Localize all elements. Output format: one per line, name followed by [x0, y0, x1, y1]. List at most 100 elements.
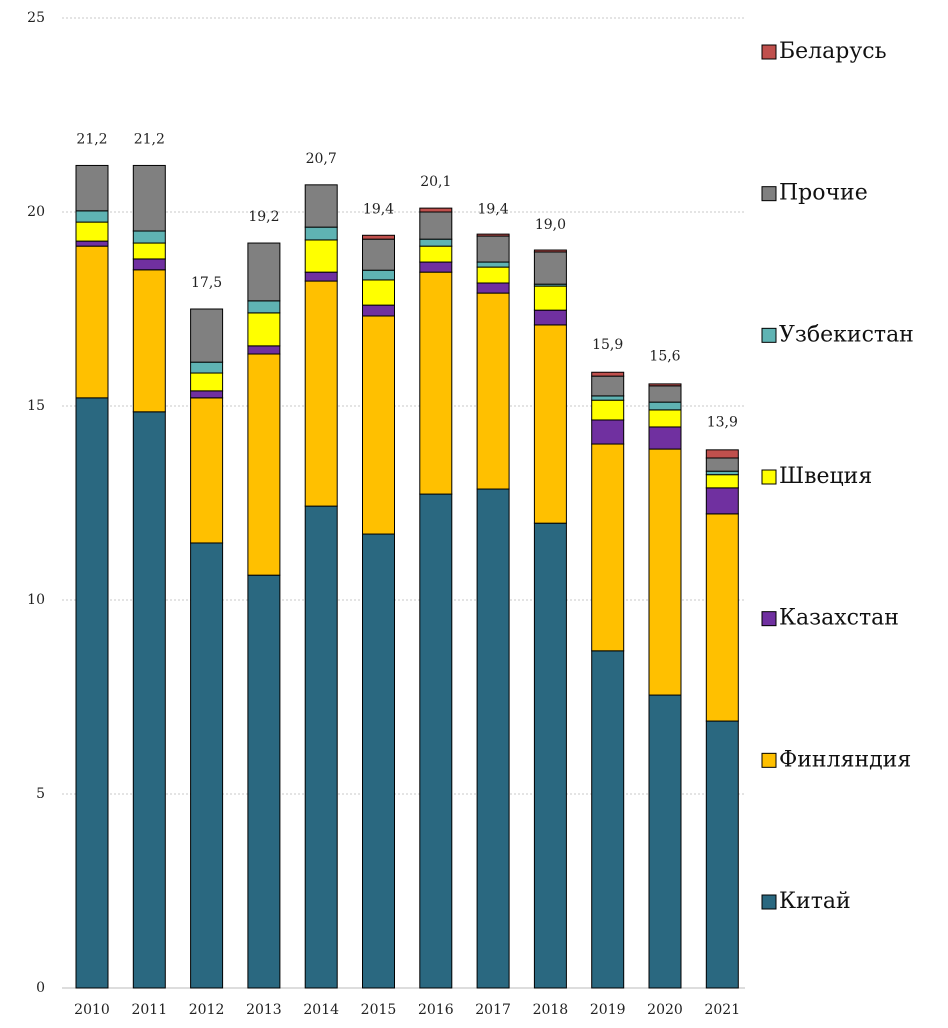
bar-segment [362, 269, 395, 281]
y-tick-label: 25 [27, 10, 45, 26]
bar-segment [533, 324, 567, 524]
bar-segment [648, 401, 682, 411]
bar-segment [648, 385, 682, 403]
bar-segment [533, 522, 567, 989]
legend-label: Казахстан [779, 606, 899, 631]
total-label: 15,6 [649, 349, 680, 365]
bar-segment [190, 372, 224, 392]
legend-swatch [761, 44, 777, 60]
legend-swatch [761, 327, 777, 343]
bar-segment [648, 426, 682, 450]
bar-segment [419, 261, 453, 273]
bar-segment [648, 383, 682, 387]
bar-segment [304, 184, 338, 228]
bar-segment [476, 233, 510, 237]
bar-segment [591, 399, 625, 421]
bar-segment [75, 240, 109, 247]
bar-segment [591, 395, 625, 401]
bar-segment [648, 409, 682, 428]
bar-segment [304, 271, 338, 282]
bar-segment [190, 390, 224, 399]
bar-segment [132, 242, 166, 260]
bar-segment [591, 443, 625, 652]
bar-segment [247, 312, 281, 347]
bar-segment [419, 493, 453, 989]
x-tick-label: 2018 [533, 1002, 569, 1018]
total-label: 20,1 [420, 174, 451, 190]
bar-segment [132, 230, 166, 244]
bar-segment [533, 249, 567, 253]
bar-segment [476, 266, 510, 284]
bar-segment [247, 345, 281, 355]
x-tick-label: 2021 [704, 1002, 740, 1018]
bar-segment [75, 164, 109, 212]
total-label: 19,4 [363, 201, 394, 217]
x-tick-label: 2019 [590, 1002, 626, 1018]
x-tick-label: 2015 [361, 1002, 397, 1018]
bar-segment [362, 238, 395, 271]
legend-label: Китай [779, 889, 851, 914]
total-label: 19,0 [535, 217, 566, 233]
x-tick-label: 2013 [246, 1002, 282, 1018]
legend-swatch [761, 186, 777, 202]
bar-segment [247, 242, 281, 302]
bar-segment [591, 650, 625, 989]
bar-segment [247, 353, 281, 576]
bar-segment [190, 361, 224, 374]
legend-label: Прочие [779, 181, 868, 206]
bar-segment [304, 280, 338, 507]
total-label: 21,2 [134, 131, 165, 147]
bar-segment [476, 282, 510, 294]
bar-segment [705, 487, 739, 515]
x-tick-label: 2010 [74, 1002, 110, 1018]
legend-label: Швеция [779, 464, 872, 489]
bar-segment [591, 419, 625, 445]
bar-segment [304, 505, 338, 989]
total-label: 19,2 [248, 209, 279, 225]
x-tick-label: 2012 [189, 1002, 225, 1018]
bar-segment [247, 574, 281, 989]
bar-segment [648, 448, 682, 696]
x-tick-label: 2020 [647, 1002, 683, 1018]
bar-segment [705, 474, 739, 489]
bar-segment [705, 513, 739, 722]
bar-segment [591, 375, 625, 397]
total-label: 13,9 [707, 415, 738, 431]
bar-segment [75, 397, 109, 989]
bar-segment [705, 457, 739, 472]
x-tick-label: 2016 [418, 1002, 454, 1018]
bar-segment [190, 308, 224, 363]
bar-segment [648, 694, 682, 989]
bar-segment [132, 411, 166, 989]
y-tick-label: 15 [27, 398, 45, 414]
legend-label: Узбекистан [779, 322, 914, 347]
bar-segment [476, 488, 510, 989]
bar-segment [705, 470, 739, 476]
bar-segment [75, 221, 109, 242]
bar-segment [304, 239, 338, 273]
bar-segment [705, 720, 739, 989]
y-tick-label: 20 [27, 204, 45, 220]
legend-label: Беларусь [779, 39, 887, 64]
total-label: 15,9 [592, 337, 623, 353]
bar-segment [476, 235, 510, 263]
bar-segment [419, 271, 453, 495]
bar-segment [190, 397, 224, 544]
bar-segment [132, 258, 166, 271]
total-label: 19,4 [478, 201, 509, 217]
y-tick-label: 5 [36, 786, 45, 802]
legend-swatch [761, 469, 777, 485]
bar-segment [419, 207, 453, 213]
bar-segment [132, 269, 166, 413]
total-label: 21,2 [76, 131, 107, 147]
bar-segment [362, 279, 395, 306]
bar-segment [132, 164, 166, 232]
bar-segment [362, 315, 395, 535]
legend-swatch [761, 611, 777, 627]
bar-segment [75, 245, 109, 399]
x-tick-label: 2011 [131, 1002, 167, 1018]
bar-segment [419, 245, 453, 263]
bar-segment [419, 238, 453, 247]
legend-label: Финляндия [779, 747, 911, 772]
